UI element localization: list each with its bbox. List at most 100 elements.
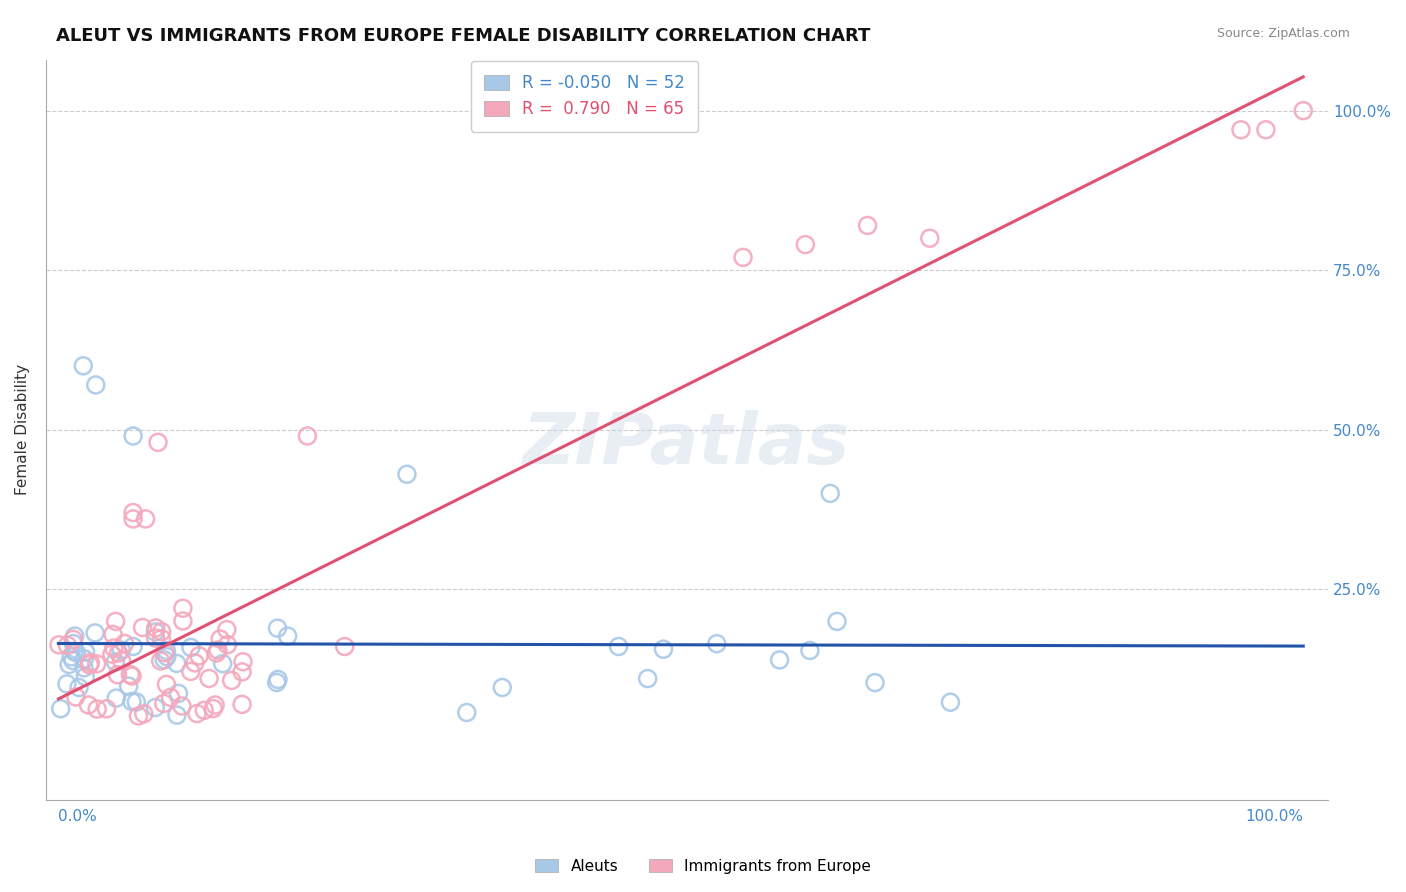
Point: [733, 251, 755, 265]
Point: [184, 656, 207, 670]
Point: [267, 673, 290, 687]
Legend: R = -0.050   N = 52, R =  0.790   N = 65: R = -0.050 N = 52, R = 0.790 N = 65: [471, 61, 699, 131]
Y-axis label: Female Disability: Female Disability: [15, 364, 30, 495]
Point: [60, 649, 83, 664]
Point: [62, 637, 84, 651]
Point: [172, 614, 194, 628]
Text: ALEUT VS IMMIGRANTS FROM EUROPE FEMALE DISABILITY CORRELATION CHART: ALEUT VS IMMIGRANTS FROM EUROPE FEMALE D…: [56, 27, 870, 45]
Point: [799, 643, 821, 657]
Point: [159, 690, 181, 705]
Point: [211, 657, 233, 671]
Point: [104, 655, 127, 669]
Point: [172, 601, 194, 615]
Point: [101, 627, 124, 641]
Point: [180, 640, 202, 655]
Point: [193, 703, 215, 717]
Point: [221, 673, 243, 688]
Point: [110, 643, 132, 657]
Point: [794, 237, 817, 252]
Point: [125, 695, 148, 709]
Point: [856, 219, 879, 233]
Point: [156, 649, 179, 664]
Point: [939, 695, 962, 709]
Point: [65, 646, 87, 660]
Point: [62, 654, 84, 668]
Point: [131, 620, 153, 634]
Point: [143, 624, 166, 639]
Point: [107, 646, 129, 660]
Point: [49, 702, 72, 716]
Point: [48, 638, 70, 652]
Point: [266, 675, 288, 690]
Point: [121, 694, 143, 708]
Point: [75, 670, 97, 684]
Point: [209, 632, 232, 646]
Point: [155, 643, 177, 657]
Point: [146, 435, 169, 450]
Point: [1230, 122, 1253, 136]
Point: [1292, 103, 1315, 118]
Point: [297, 429, 319, 443]
Point: [63, 644, 86, 658]
Point: [277, 629, 299, 643]
Point: [153, 697, 176, 711]
Point: [155, 677, 177, 691]
Point: [266, 621, 288, 635]
Point: [145, 631, 167, 645]
Point: [180, 665, 202, 679]
Point: [73, 661, 96, 675]
Point: [153, 653, 176, 667]
Legend: Aleuts, Immigrants from Europe: Aleuts, Immigrants from Europe: [529, 853, 877, 880]
Point: [56, 677, 79, 691]
Point: [170, 698, 193, 713]
Point: [145, 621, 167, 635]
Point: [79, 657, 101, 672]
Point: [104, 615, 127, 629]
Point: [132, 706, 155, 721]
Point: [122, 506, 145, 520]
Point: [167, 686, 190, 700]
Point: [215, 623, 238, 637]
Point: [918, 231, 941, 245]
Point: [217, 638, 239, 652]
Point: [63, 629, 86, 643]
Point: [122, 429, 145, 443]
Point: [231, 665, 253, 679]
Point: [652, 642, 675, 657]
Point: [122, 640, 145, 654]
Point: [84, 378, 107, 392]
Point: [456, 706, 478, 720]
Point: [62, 632, 84, 647]
Point: [188, 648, 211, 663]
Point: [135, 512, 157, 526]
Point: [65, 690, 87, 704]
Text: ZIPatlas: ZIPatlas: [523, 410, 851, 479]
Point: [118, 679, 141, 693]
Point: [67, 681, 90, 695]
Text: Source: ZipAtlas.com: Source: ZipAtlas.com: [1216, 27, 1350, 40]
Point: [73, 652, 96, 666]
Point: [166, 708, 188, 723]
Point: [825, 615, 848, 629]
Point: [111, 654, 134, 668]
Point: [202, 701, 225, 715]
Point: [231, 698, 253, 712]
Point: [150, 624, 173, 639]
Point: [86, 702, 108, 716]
Point: [150, 632, 173, 646]
Point: [768, 653, 790, 667]
Point: [77, 698, 100, 712]
Point: [58, 657, 80, 672]
Point: [107, 667, 129, 681]
Point: [198, 672, 221, 686]
Point: [205, 646, 228, 660]
Point: [607, 640, 630, 654]
Point: [232, 655, 254, 669]
Point: [637, 672, 659, 686]
Point: [706, 637, 728, 651]
Point: [103, 640, 125, 655]
Point: [122, 512, 145, 526]
Point: [204, 698, 226, 712]
Point: [207, 643, 229, 657]
Point: [86, 657, 108, 671]
